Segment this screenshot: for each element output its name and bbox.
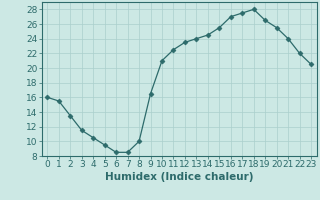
X-axis label: Humidex (Indice chaleur): Humidex (Indice chaleur) [105,172,253,182]
